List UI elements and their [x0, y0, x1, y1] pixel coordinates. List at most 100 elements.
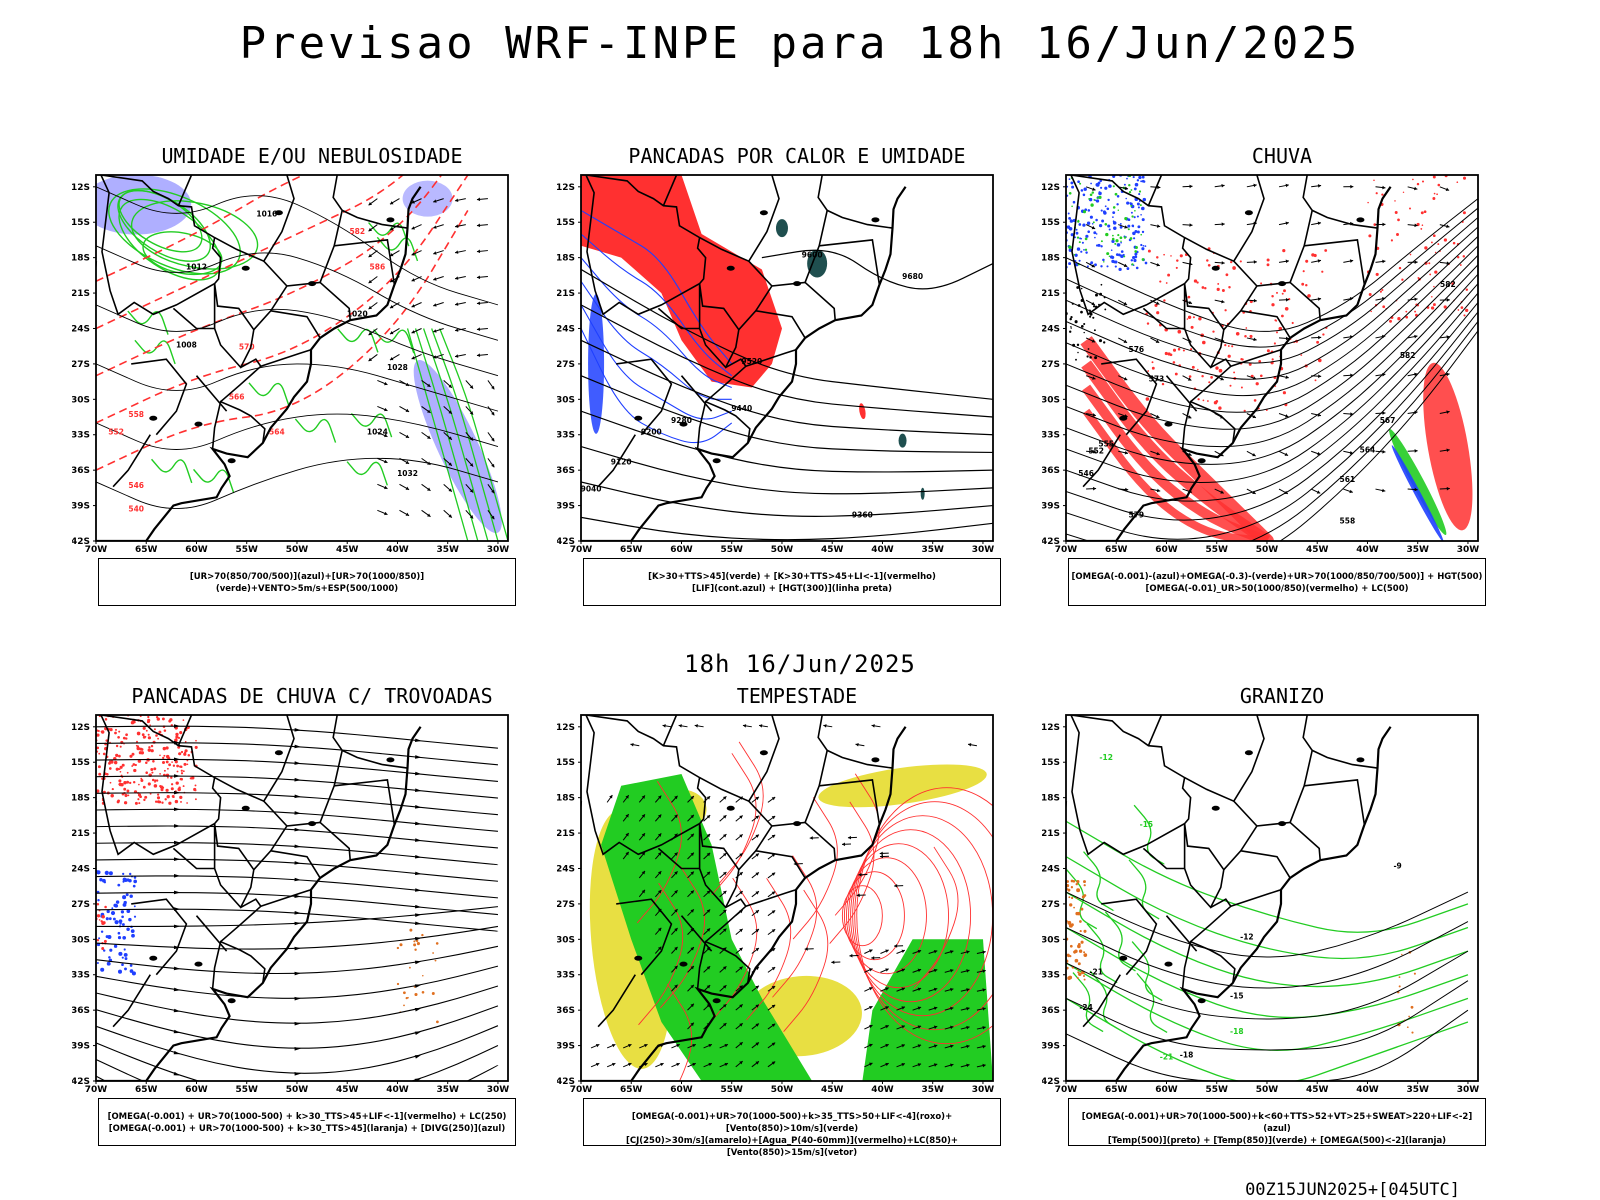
wind-vector-head	[384, 381, 388, 386]
rain-speckle	[1188, 375, 1192, 378]
thunder-speckle	[121, 763, 125, 767]
rain-speckle	[1266, 349, 1270, 353]
omega-speckle	[1117, 209, 1120, 211]
wind-vector-head	[448, 410, 452, 414]
rain-speckle	[1443, 238, 1448, 242]
omega-speckle	[1136, 202, 1140, 206]
wind-vector-head	[1123, 339, 1128, 343]
lat-label: 27S	[72, 900, 90, 910]
country-border	[1289, 175, 1314, 283]
divergence-speckle	[123, 952, 128, 957]
legend-granizo: [OMEGA(-0.001)+UR>70(1000-500)+k<60+TTS>…	[1068, 1098, 1486, 1146]
thunder-speckle	[183, 762, 187, 766]
wind-vector-head	[755, 1023, 759, 1027]
rain-speckle	[1224, 343, 1227, 347]
omega-speckle	[1100, 186, 1103, 189]
omega-speckle	[1408, 1015, 1410, 1018]
lake	[679, 421, 688, 427]
panel-title: UMIDADE E/OU NEBULOSIDADE	[161, 144, 463, 168]
panel-tempestade: TEMPESTADE 12S 15S 18S 21S 24S 27S 30S 33S 36S 39…	[557, 684, 1037, 1160]
wind-vector-head	[476, 249, 481, 254]
divergence-speckle	[104, 870, 109, 875]
wind-vector-head	[368, 201, 373, 206]
rain-speckle	[1397, 218, 1400, 222]
thunder-speckle	[150, 768, 154, 771]
rain-speckle	[1432, 197, 1436, 200]
streamline-arrow	[173, 874, 181, 878]
wind-vector-head	[879, 854, 884, 859]
thunder-speckle	[165, 760, 169, 764]
wind-vector-head	[901, 968, 905, 972]
country-border	[698, 283, 740, 369]
thunder-speckle	[108, 767, 112, 770]
thunder-speckle	[180, 800, 182, 803]
map-border	[1065, 174, 1479, 542]
streamline-arrow	[414, 904, 422, 909]
omega-speckle	[1068, 248, 1072, 252]
omega-speckle	[1077, 911, 1081, 916]
thunder-speckle	[132, 763, 136, 766]
wind-vector-head	[966, 1063, 970, 1068]
temp850-contour	[1066, 856, 1469, 960]
country-border	[195, 915, 228, 952]
rain-speckle	[1381, 193, 1384, 196]
divergence-speckle	[110, 911, 116, 916]
streamline-arrow	[173, 987, 181, 992]
temp500-label: -9	[1393, 861, 1401, 870]
omega-speckle	[1137, 206, 1140, 209]
omega-speckle	[1118, 267, 1122, 272]
streamline-arrow	[294, 877, 301, 882]
wind-vector-head	[950, 969, 954, 973]
thunder-speckle	[97, 765, 101, 769]
water-contour	[850, 829, 972, 1003]
lon-label: 65W	[135, 545, 158, 555]
wind-vector-head	[759, 724, 763, 728]
wind-vector-head	[448, 384, 452, 388]
thunder-speckle	[96, 902, 100, 906]
water-contour	[841, 885, 883, 947]
thunder-speckle	[179, 795, 183, 800]
wind-vector-head	[879, 851, 883, 856]
omega-speckle	[1119, 236, 1123, 240]
wind-vector-head	[411, 330, 416, 334]
rain-speckle	[1172, 348, 1177, 352]
rain-speckle	[1314, 379, 1317, 382]
humidity-low-contour	[151, 458, 193, 484]
omega-speckle	[1070, 233, 1074, 237]
wind-vector-head	[1220, 490, 1224, 494]
omega-speckle	[1116, 195, 1120, 198]
rain-speckle	[1414, 313, 1418, 317]
wind-vector-head	[674, 795, 678, 800]
wind-vector-head	[722, 1004, 727, 1008]
divergence-speckle	[115, 900, 120, 904]
wind-vector-head	[739, 1004, 743, 1008]
rain-speckle	[1245, 327, 1248, 329]
isobar	[96, 304, 499, 377]
country-border	[696, 940, 751, 989]
wind-vector-head	[411, 200, 416, 204]
fields	[96, 715, 499, 1081]
wind-vector-head	[1382, 449, 1386, 454]
wind-vector-head	[722, 796, 727, 800]
wind-vector-head	[1317, 297, 1322, 301]
wind-vector-head	[869, 1043, 873, 1048]
country-border	[319, 175, 344, 283]
rain-speckle	[1456, 181, 1459, 184]
wind-vector-head	[1382, 411, 1386, 415]
omega-speckle	[1138, 190, 1142, 193]
geography	[1066, 175, 1392, 541]
wind-vector-head	[1317, 413, 1321, 417]
country-border	[177, 715, 193, 747]
footer-run-info: 00Z15JUN2025+[045UTC]	[1245, 1180, 1460, 1200]
thunder-speckle	[102, 752, 106, 756]
divergence-speckle	[124, 967, 127, 971]
country-border	[260, 888, 312, 908]
rain-speckle	[1302, 270, 1305, 273]
rain-speckle	[1457, 309, 1460, 311]
wind-vector-head	[917, 1006, 922, 1010]
divergence-speckle	[113, 944, 118, 948]
lon-label: 35W	[1406, 545, 1429, 555]
wind-vector-head	[968, 742, 972, 747]
omega-speckle	[1070, 886, 1074, 889]
pressure-label: 1012	[186, 262, 207, 271]
